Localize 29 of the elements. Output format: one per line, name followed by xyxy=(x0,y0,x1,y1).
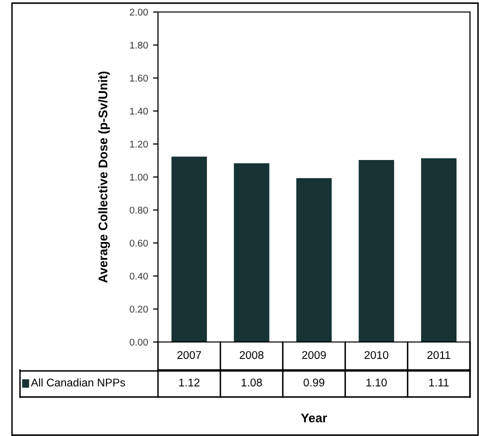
x-axis-title: Year xyxy=(301,414,328,422)
data-label: 1.10 xyxy=(366,378,387,386)
x-tick-label: 2009 xyxy=(302,351,326,359)
x-tick-label: 2007 xyxy=(177,351,201,359)
legend-label: All Canadian NPPs xyxy=(30,378,126,386)
y-tick-label: 1.60 xyxy=(130,74,148,82)
data-label: 0.99 xyxy=(304,378,324,386)
x-tick-label: 2011 xyxy=(427,351,450,359)
bar xyxy=(296,178,332,342)
y-tick-label: 1.00 xyxy=(130,174,148,181)
y-tick-label: 2.00 xyxy=(130,8,148,16)
y-tick-label: 1.20 xyxy=(130,140,148,148)
data-label: 1.12 xyxy=(179,378,200,386)
bar xyxy=(421,158,457,342)
y-tick-label: 1.40 xyxy=(130,108,148,115)
y-tick-label: 0.20 xyxy=(130,306,148,313)
x-tick-label: 2010 xyxy=(364,351,388,359)
data-label: 1.08 xyxy=(242,378,262,386)
y-tick-label: 0.80 xyxy=(130,206,148,214)
bar xyxy=(234,163,270,342)
bar xyxy=(171,156,207,342)
bar xyxy=(358,160,394,342)
y-tick-label: 0.40 xyxy=(130,272,148,280)
y-tick-label: 1.80 xyxy=(130,42,148,49)
y-tick-label: 0.60 xyxy=(130,240,148,247)
x-tick-label: 2008 xyxy=(240,351,264,359)
y-tick-label: 0.00 xyxy=(130,338,148,346)
data-label: 1.11 xyxy=(429,378,449,386)
y-axis-title: Average Collective Dose (p-Sv/Unit) xyxy=(98,72,110,283)
